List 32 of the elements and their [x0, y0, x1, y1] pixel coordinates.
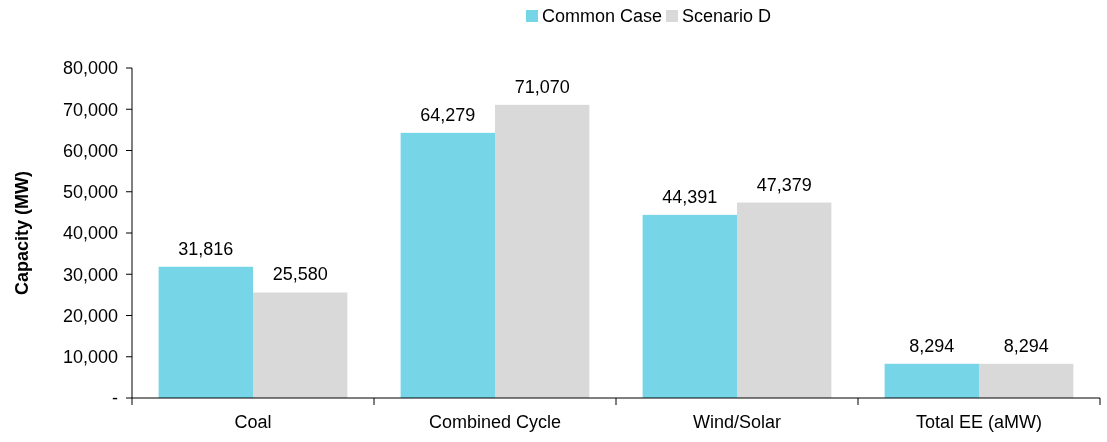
- y-tick-label: 50,000: [62, 182, 118, 203]
- x-tick-label: Coal: [234, 412, 272, 432]
- y-tick-label: 80,000: [62, 58, 118, 79]
- data-label: 8,294: [909, 335, 955, 356]
- y-tick-label: 70,000: [62, 99, 118, 120]
- bar: [979, 363, 1074, 398]
- bar: [884, 363, 979, 398]
- data-label: 64,279: [420, 104, 476, 125]
- y-tick-label: 10,000: [62, 347, 118, 368]
- data-label: 44,391: [662, 186, 718, 207]
- y-tick-label: 20,000: [62, 305, 118, 326]
- data-label: 25,580: [272, 264, 328, 285]
- bar: [158, 266, 253, 398]
- legend-label: Scenario D: [682, 6, 772, 26]
- bar: [400, 132, 495, 398]
- x-tick-label: Combined Cycle: [428, 412, 562, 432]
- x-tick-label: Wind/Solar: [692, 412, 782, 432]
- bar: [253, 292, 348, 398]
- y-tick-label: 30,000: [62, 264, 118, 285]
- data-label: 71,070: [514, 76, 570, 97]
- data-label: 8,294: [1003, 335, 1049, 356]
- bar: [737, 202, 832, 398]
- x-tick-label: Total EE (aMW): [915, 412, 1043, 432]
- y-tick-label: -: [112, 388, 118, 409]
- bar: [642, 214, 737, 398]
- bar: [495, 104, 590, 398]
- y-tick-label: 40,000: [62, 223, 118, 244]
- data-label: 47,379: [756, 174, 812, 195]
- y-axis-title: Capacity (MW): [12, 170, 32, 296]
- legend-label: Common Case: [542, 6, 663, 26]
- y-tick-label: 60,000: [62, 140, 118, 161]
- data-label: 31,816: [178, 238, 234, 259]
